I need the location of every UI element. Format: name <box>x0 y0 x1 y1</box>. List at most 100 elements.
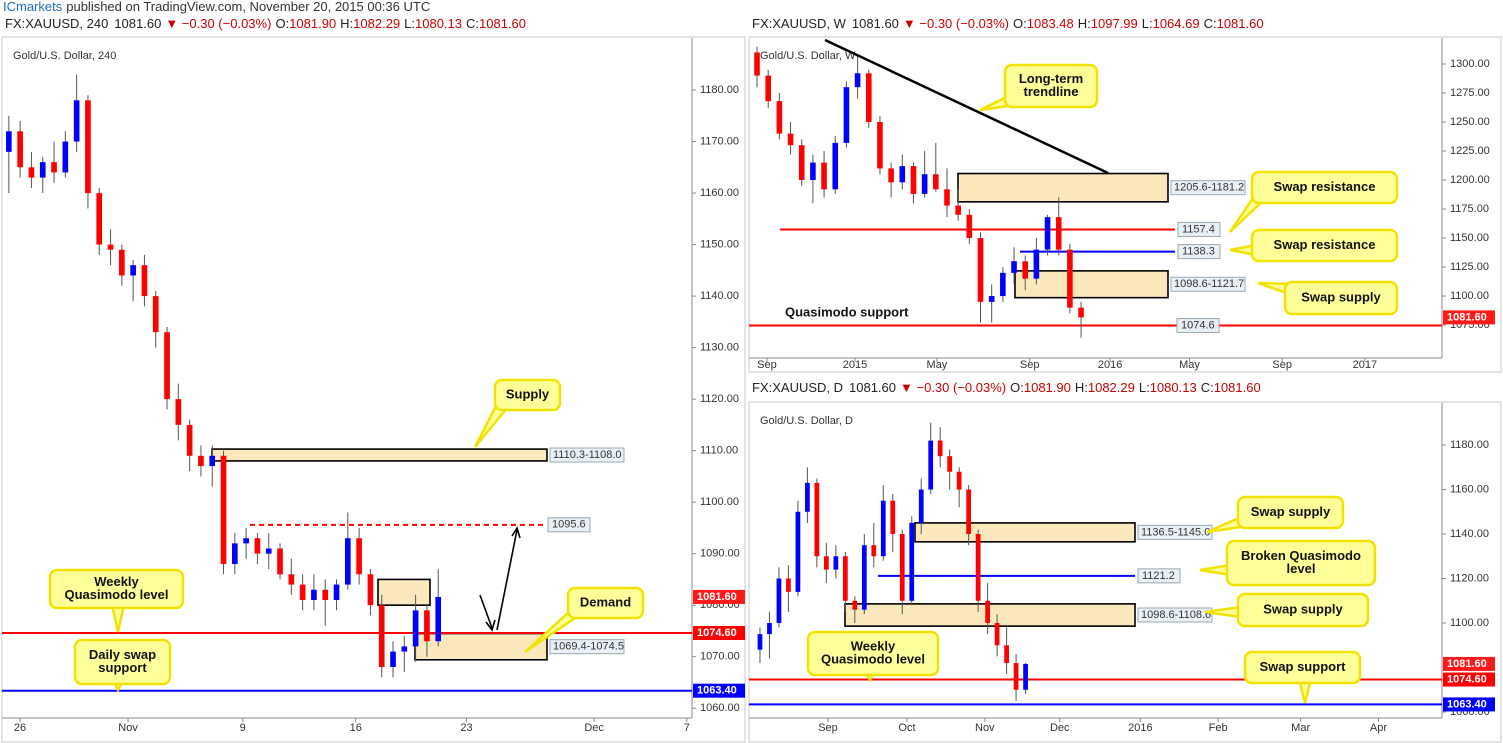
price-tag <box>1443 697 1495 712</box>
candle-body <box>966 489 972 535</box>
candle-body <box>1033 249 1040 279</box>
candle-body <box>85 100 91 194</box>
callout-text: Weekly <box>851 638 896 653</box>
candle-body <box>311 589 317 601</box>
callout-text: level <box>1287 561 1316 576</box>
candle-body <box>880 500 886 557</box>
candle-body <box>821 162 827 190</box>
candle-body <box>787 133 794 146</box>
zone-label-box <box>549 639 625 655</box>
y-tick-label: 1100.00 <box>1450 617 1489 629</box>
ohlc-key: C: <box>1204 16 1217 31</box>
candle-body <box>810 162 816 181</box>
candle-body <box>299 584 306 601</box>
candle-body <box>17 131 23 168</box>
candle-body <box>985 600 990 624</box>
candle-body <box>994 623 1000 646</box>
arrow-head <box>511 526 521 539</box>
last-price: 1081.60 <box>852 16 899 31</box>
price-tag <box>693 683 745 698</box>
candle-body <box>322 589 329 601</box>
candle-body <box>378 605 385 667</box>
chart-title: Gold/U.S. Dollar, W <box>760 50 856 62</box>
price-tag-label: 1063.40 <box>697 685 737 697</box>
level-label: 1138.3 <box>1182 246 1215 258</box>
candle-body <box>1004 645 1009 664</box>
y-tick-label: 1100.00 <box>700 496 739 508</box>
candle-body <box>288 574 295 585</box>
candle-body <box>107 244 114 250</box>
y-tick-label: 1100.00 <box>1450 290 1489 302</box>
ohlc-value: 1081.90 <box>1024 380 1071 395</box>
candle-body <box>62 141 69 173</box>
y-tick-label: 1110.00 <box>700 445 738 457</box>
price-tag-label: 1081.60 <box>1447 658 1487 670</box>
callout-text: Quasimodo level <box>64 587 168 602</box>
candle-body <box>232 543 238 564</box>
symbol-header: FX:XAUUSD, W 1081.60 ▼ −0.30 (−0.03%) O:108… <box>752 16 1264 31</box>
publisher[interactable]: ICmarkets <box>3 0 63 14</box>
candle-body <box>921 174 928 194</box>
candle-body <box>871 545 877 557</box>
y-tick-label: 1225.00 <box>1450 145 1490 157</box>
zone-label: 1110.3-1108.0 <box>553 449 622 461</box>
y-tick-label: 1090.00 <box>700 548 740 560</box>
x-tick-label: Nov <box>118 722 138 734</box>
candle-body <box>776 101 783 134</box>
y-tick-label: 1120.00 <box>700 393 739 405</box>
y-tick-label: 1125.00 <box>1450 261 1489 273</box>
x-tick-label: Dec <box>584 722 604 734</box>
trendline <box>824 38 1109 175</box>
candle-body <box>988 296 995 302</box>
candle-body <box>1013 663 1019 690</box>
ohlc-key: L: <box>1142 16 1153 31</box>
callout-box <box>1225 539 1377 587</box>
ohlc-key: H: <box>1075 380 1088 395</box>
ohlc-value: 1081.60 <box>479 16 526 31</box>
candle-body <box>119 249 125 276</box>
candle-body <box>899 534 905 601</box>
candle-body <box>243 538 249 544</box>
candle-body <box>852 600 858 610</box>
published: published on TradingView.com, November 2… <box>66 0 430 14</box>
candle-body <box>966 214 973 239</box>
change: ▼ −0.30 (−0.03%) <box>165 16 271 31</box>
symbol-header: FX:XAUUSD, 240 1081.60 ▼ −0.30 (−0.03%) O:1… <box>5 16 526 31</box>
callout-text: Swap resistance <box>1274 237 1376 252</box>
x-tick-label: 26 <box>14 722 26 734</box>
candle-body <box>832 142 839 190</box>
candle-body <box>28 167 35 178</box>
callout-box <box>566 586 645 620</box>
zone-label: 1205.6-1181.2 <box>1174 182 1244 194</box>
callout-text: trendline <box>1024 84 1079 99</box>
zone <box>844 603 1136 627</box>
candle-body <box>890 500 896 535</box>
arrow <box>496 529 518 631</box>
callout-text: Swap supply <box>1251 504 1331 519</box>
candle-body <box>1044 217 1051 250</box>
candle-body <box>944 189 950 206</box>
candle-body <box>198 455 204 467</box>
x-tick-label: 23 <box>460 722 472 734</box>
price-tag-label: 1063.40 <box>1447 698 1487 710</box>
candle-body <box>1078 307 1084 318</box>
price-tag <box>1443 310 1495 325</box>
y-tick-label: 1150.00 <box>700 238 739 250</box>
candle-body <box>975 534 981 601</box>
chart-title: Gold/U.S. Dollar, D <box>760 415 853 427</box>
change: ▼ −0.30 (−0.03%) <box>903 16 1009 31</box>
candle-body <box>1022 261 1028 279</box>
x-tick-label: 2017 <box>1353 359 1377 371</box>
x-tick-label: Oct <box>898 722 915 734</box>
ohlc-value: 1081.60 <box>1217 16 1264 31</box>
zone-label-box <box>1170 276 1246 292</box>
callout-text: Long-term <box>1019 71 1083 86</box>
callout-box <box>1250 170 1399 205</box>
callout-box <box>1250 228 1399 263</box>
callout-box <box>1236 495 1345 530</box>
x-tick-label: Apr <box>1370 722 1387 734</box>
x-tick-label: 16 <box>350 722 362 734</box>
level-label: 1095.6 <box>552 519 586 531</box>
callout-box <box>493 378 562 412</box>
ohlc-key: H: <box>340 16 353 31</box>
